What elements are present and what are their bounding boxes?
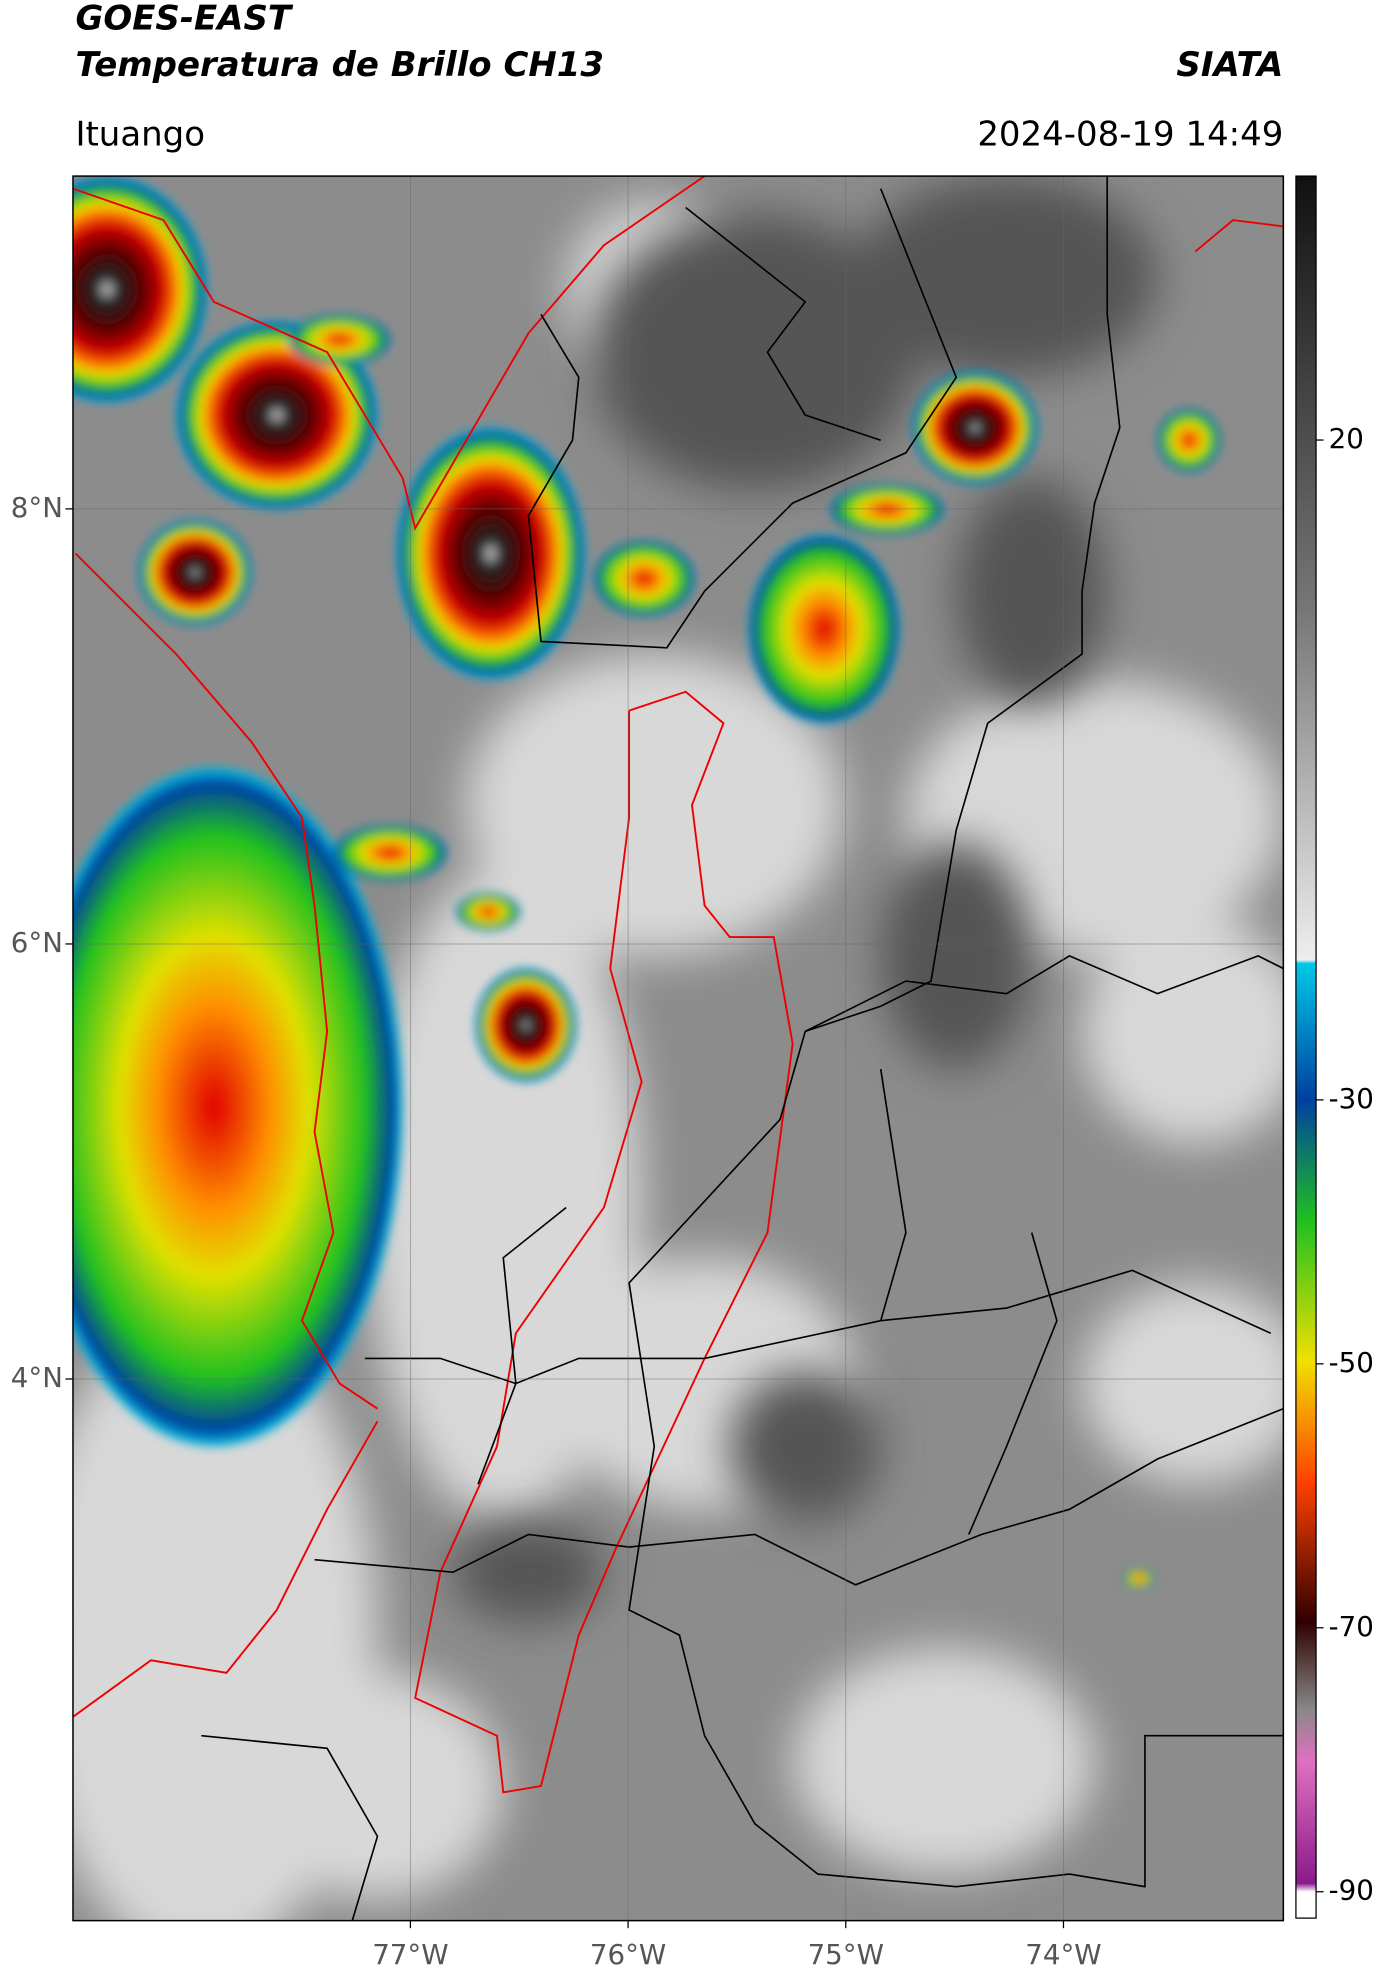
- y-tick-label: 8°N: [11, 491, 63, 524]
- region: Ituango: [75, 114, 205, 154]
- y-tick-label: 4°N: [11, 1361, 63, 1394]
- satellite: GOES-EAST: [75, 0, 293, 39]
- x-tick-label: 74°W: [1025, 1938, 1101, 1971]
- map-image: [72, 176, 1284, 1921]
- x-tick-label: 75°W: [808, 1938, 884, 1971]
- y-tick-label: 6°N: [11, 926, 63, 959]
- datetime: 2024-08-19 14:49: [977, 114, 1283, 154]
- x-tick-label: 77°W: [372, 1938, 448, 1971]
- product: Temperatura de Brillo CH13: [75, 45, 604, 85]
- org: SIATA: [1176, 45, 1283, 85]
- x-tick-label: 76°W: [590, 1938, 666, 1971]
- colorbar-tick-label: -70: [1329, 1610, 1374, 1643]
- colorbar-tick-label: -30: [1329, 1082, 1374, 1115]
- colorbar: [1295, 175, 1317, 1919]
- colorbar-tick-label: -90: [1329, 1874, 1374, 1907]
- colorbar-tick-label: -50: [1329, 1346, 1374, 1379]
- colorbar-tick-label: 20: [1329, 422, 1364, 455]
- map-frame: [72, 175, 1285, 1922]
